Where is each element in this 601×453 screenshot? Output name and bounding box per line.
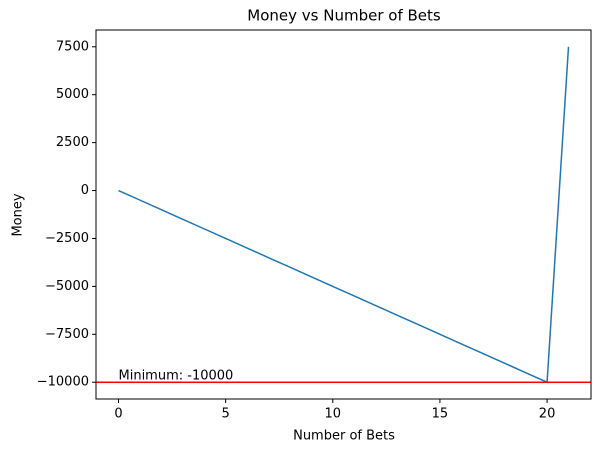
line: [118, 46, 570, 384]
x-tick-label: 10: [325, 407, 342, 422]
x-tick-label: 20: [539, 407, 556, 422]
y-tick-label: 0: [81, 183, 89, 198]
chart-title: Money vs Number of Bets: [247, 7, 441, 25]
x-tick-label: 15: [432, 407, 449, 422]
annotation: Minimum: -10000: [119, 369, 234, 384]
y-axis-label: Money: [11, 193, 26, 236]
y-tick-label: 7500: [56, 39, 89, 54]
x-tick-label: 0: [114, 407, 122, 422]
y-tick-label: −2500: [45, 231, 89, 246]
y-tick-label: 5000: [56, 87, 89, 102]
plot-frame: [95, 29, 592, 400]
x-axis-label: Number of Bets: [293, 429, 395, 444]
y-tick-label: −10000: [37, 375, 89, 390]
y-tick-label: −5000: [45, 279, 89, 294]
y-tick-label: 2500: [56, 135, 89, 150]
y-tick-label: −7500: [45, 327, 89, 342]
x-tick-label: 5: [222, 407, 230, 422]
